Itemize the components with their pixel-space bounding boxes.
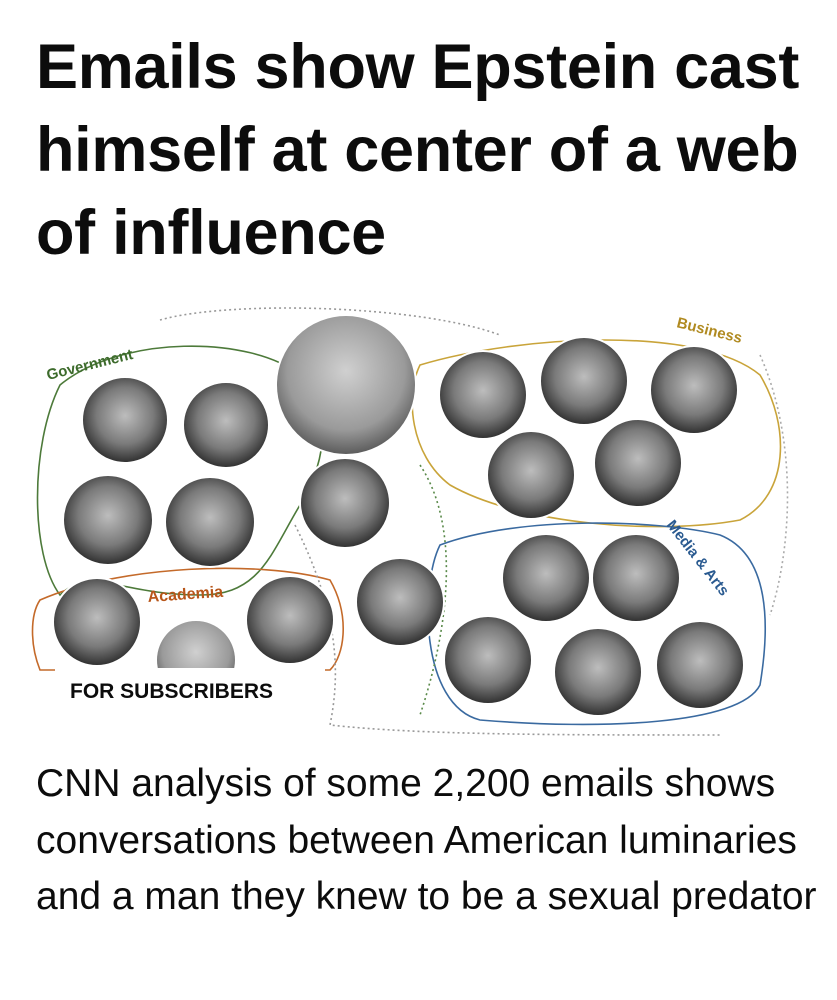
portrait — [62, 474, 154, 566]
portrait — [591, 533, 681, 623]
portrait — [81, 376, 169, 464]
portrait — [443, 615, 533, 705]
portrait — [501, 533, 591, 623]
portrait — [553, 627, 643, 717]
portrait — [438, 350, 528, 440]
group-outlines — [31, 307, 789, 736]
group-label: Academia — [147, 584, 224, 606]
portrait — [245, 575, 335, 665]
portrait — [182, 381, 270, 469]
portrait — [539, 336, 629, 426]
subscriber-badge: FOR SUBSCRIBERS — [70, 680, 273, 703]
badge-bg — [55, 668, 325, 712]
article-image[interactable]: Government Business Media & Arts Academi… — [0, 295, 837, 740]
portrait — [486, 430, 576, 520]
portrait — [655, 620, 745, 710]
portraits — [52, 314, 745, 717]
portrait — [355, 557, 445, 647]
portrait — [593, 418, 683, 508]
group-label: Business — [675, 314, 744, 347]
portrait — [275, 314, 417, 456]
portrait — [52, 577, 142, 667]
portrait — [164, 476, 256, 568]
description[interactable]: CNN analysis of some 2,200 emails shows … — [36, 762, 817, 918]
headline[interactable]: Emails show Epstein cast himself at cent… — [36, 32, 800, 268]
portrait — [299, 457, 391, 549]
portrait — [649, 345, 739, 435]
